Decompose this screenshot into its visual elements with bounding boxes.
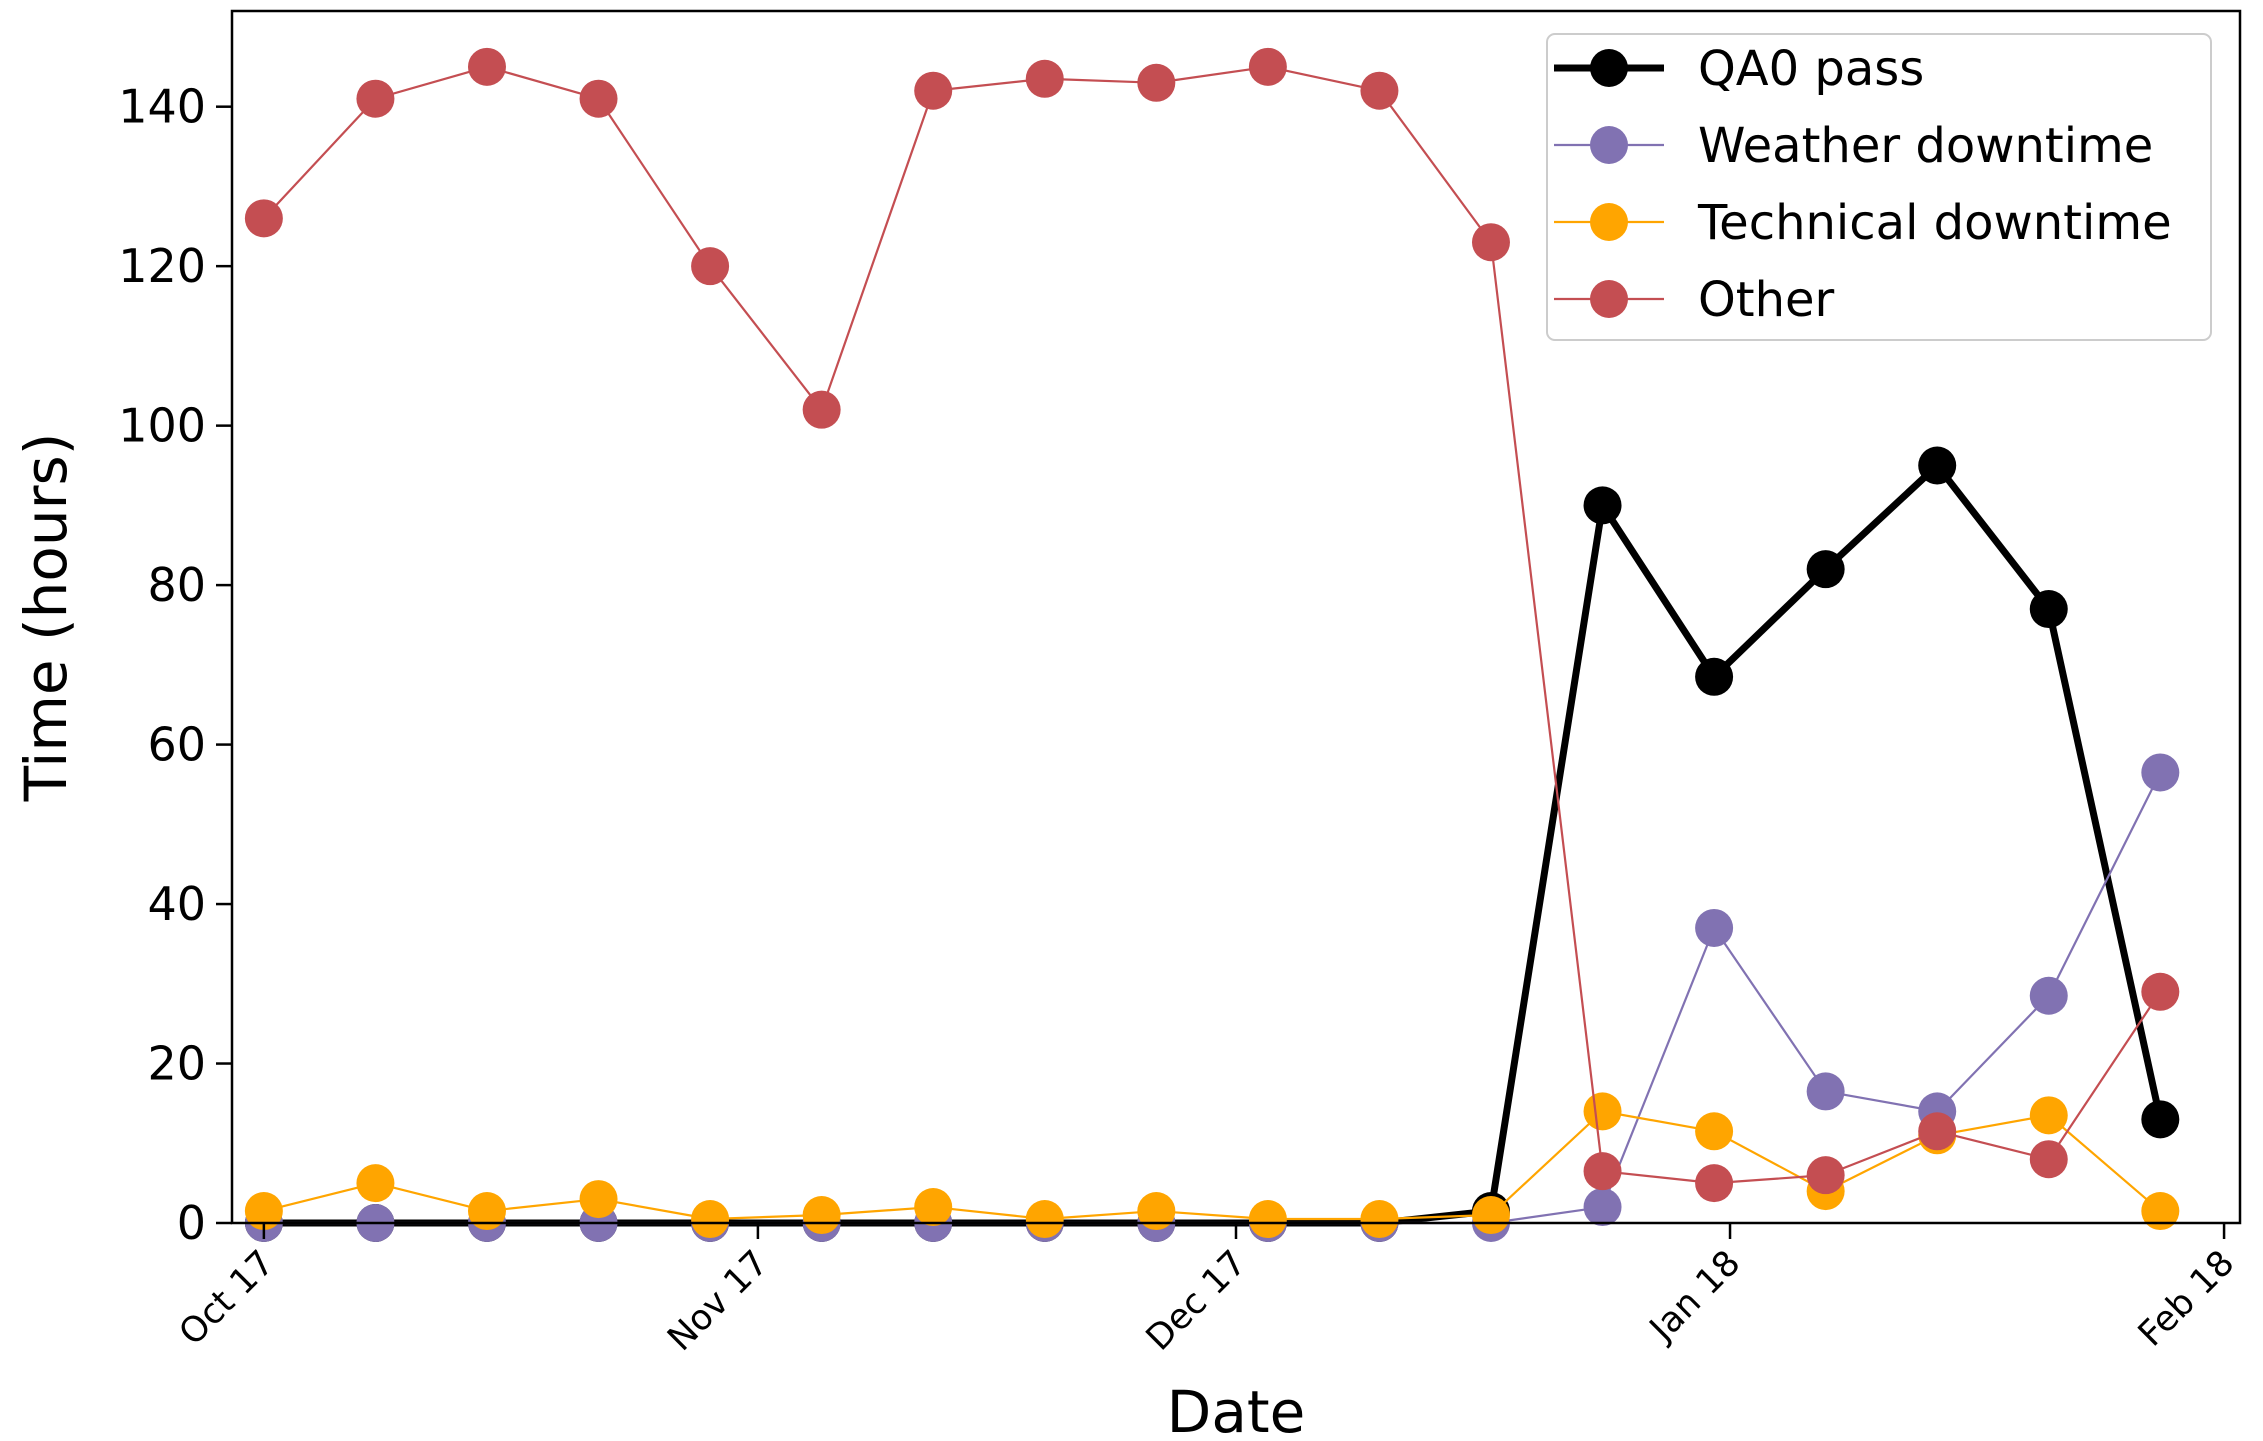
series-line (263, 1110, 2162, 1221)
data-point (2029, 590, 2068, 629)
data-point (1583, 1188, 1622, 1227)
data-point (2141, 1100, 2180, 1139)
series-weather-downtime (244, 753, 2180, 1242)
x-tick-label: Feb 18 (2131, 1243, 2242, 1354)
data-point (1360, 71, 1399, 110)
data-point (1248, 1200, 1287, 1239)
y-tick-label: 140 (118, 80, 206, 134)
data-point (467, 1192, 506, 1231)
data-point (1918, 446, 1957, 485)
data-point (802, 1196, 841, 1235)
data-point (691, 247, 730, 286)
y-tick-label: 100 (118, 399, 206, 453)
data-point (1806, 1156, 1845, 1195)
data-point (1583, 1152, 1622, 1191)
legend-items: QA0 pass Weather downtime Technical downti… (1554, 41, 2172, 328)
series-technical-downtime (244, 1092, 2180, 1239)
y-axis: 0 20 40 60 80 100 120 140 (118, 80, 232, 1250)
data-point (356, 1164, 395, 1203)
legend-swatch-marker (1590, 203, 1628, 241)
series-qa0-pass (244, 446, 2180, 1242)
data-point (2141, 1192, 2180, 1231)
data-point (1806, 550, 1845, 589)
data-point (1583, 486, 1622, 525)
legend-label: Other (1698, 272, 1835, 328)
legend: QA0 pass Weather downtime Technical downti… (1546, 33, 2212, 341)
data-point (2029, 976, 2068, 1015)
data-point (467, 47, 506, 86)
data-point (579, 79, 618, 118)
data-point (914, 71, 953, 110)
data-point (1695, 908, 1734, 947)
data-point (1471, 223, 1510, 262)
x-tick-label: Nov 17 (660, 1243, 776, 1359)
data-point (579, 1180, 618, 1219)
data-point (1695, 1112, 1734, 1151)
data-point (1695, 657, 1734, 696)
data-point (1918, 1112, 1957, 1151)
series-line (263, 65, 2162, 1185)
data-point (1806, 1072, 1845, 1111)
legend-swatch-marker (1590, 126, 1628, 164)
series-line (263, 462, 2164, 1227)
data-point (2141, 753, 2180, 792)
data-point (1025, 1200, 1064, 1239)
data-point (1248, 47, 1287, 86)
data-point (691, 1200, 730, 1239)
legend-swatch-marker (1590, 280, 1628, 318)
x-axis: Oct 17 Nov 17 Dec 17 Jan 18 Feb 18 (172, 1223, 2242, 1359)
y-tick-label: 0 (177, 1196, 206, 1250)
data-point (1695, 1164, 1734, 1203)
data-point (802, 390, 841, 429)
legend-label: Technical downtime (1697, 195, 2172, 251)
y-tick-label: 80 (147, 558, 206, 612)
y-tick-label: 120 (118, 239, 206, 293)
x-tick-label: Jan 18 (1641, 1243, 1748, 1350)
data-point (1137, 63, 1176, 102)
x-axis-label: Date (1167, 1378, 1306, 1441)
data-point (2141, 972, 2180, 1011)
y-axis-label: Time (hours) (12, 433, 80, 803)
y-tick-label: 40 (147, 877, 206, 931)
legend-box (1546, 33, 2212, 341)
data-point (914, 1188, 953, 1227)
data-point (1025, 59, 1064, 98)
data-point (1360, 1200, 1399, 1239)
data-point (356, 79, 395, 118)
data-point (244, 199, 283, 238)
y-tick-label: 20 (147, 1037, 206, 1091)
data-point (1137, 1192, 1176, 1231)
data-point (244, 1192, 283, 1231)
y-tick-label: 60 (147, 718, 206, 772)
data-point (2029, 1140, 2068, 1179)
x-tick-label: Dec 17 (1139, 1243, 1255, 1359)
series-other (244, 47, 2180, 1203)
legend-label: Weather downtime (1698, 118, 2153, 174)
legend-swatch-marker (1590, 49, 1628, 87)
x-tick-label: Oct 17 (172, 1243, 282, 1353)
data-point (1583, 1092, 1622, 1131)
data-point (2029, 1096, 2068, 1135)
legend-label: QA0 pass (1698, 41, 1924, 97)
data-point (1471, 1196, 1510, 1235)
